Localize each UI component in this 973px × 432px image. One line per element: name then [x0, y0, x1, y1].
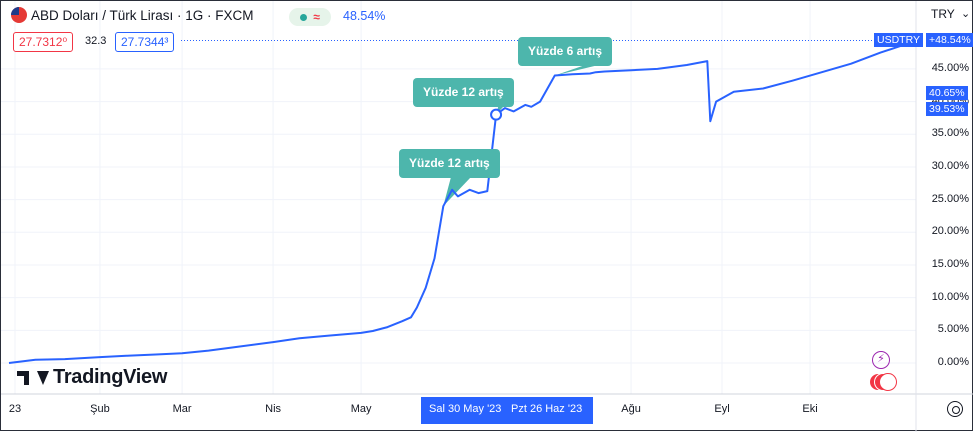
- x-tick-label: Mar: [172, 403, 192, 415]
- y-tick-label: 45.00%: [931, 61, 969, 74]
- buy-price-button[interactable]: 27.7344³: [115, 32, 175, 52]
- y-tick-label: 5.00%: [937, 323, 969, 336]
- last-value-tag: +48.54%: [926, 33, 973, 47]
- y-tick-label: 25.00%: [931, 192, 969, 205]
- marker-high-tag: 40.65%: [926, 86, 968, 100]
- tradingview-logo-icon: [17, 369, 49, 387]
- selection-start-label: Sal 30 May '23: [429, 403, 502, 415]
- tradingview-logo[interactable]: TradingView: [17, 366, 167, 389]
- y-tick-label: 0.00%: [937, 356, 969, 368]
- y-tick-label: 10.00%: [931, 290, 969, 303]
- symbol-title-text: ABD Doları / Türk Lirası · 1G · FXCM: [31, 7, 254, 23]
- grid: [1, 1, 916, 394]
- y-tick-label: 35.00%: [931, 127, 969, 140]
- callout-pointer: [443, 177, 471, 207]
- chevron-down-icon[interactable]: ⌄: [961, 8, 971, 20]
- x-tick-label: Ağu: [621, 403, 641, 415]
- x-tick-label: Nis: [265, 403, 282, 415]
- y-tick-label: 20.00%: [931, 225, 969, 238]
- price-line[interactable]: [8, 44, 902, 364]
- spread-value: 32.3: [85, 35, 107, 47]
- callout-label[interactable]: Yüzde 12 artış: [399, 149, 500, 178]
- annotation-anchor-point[interactable]: [490, 108, 503, 121]
- tradingview-logo-text: TradingView: [53, 366, 168, 388]
- settings-gear-icon[interactable]: [947, 401, 963, 417]
- selection-end-label: Pzt 26 Haz '23: [511, 403, 583, 415]
- marker-low-tag: 39.53%: [926, 102, 968, 116]
- x-tick-label: May: [350, 403, 372, 415]
- market-open-dot-icon: [300, 13, 308, 21]
- y-tick-label: 30.00%: [931, 159, 969, 172]
- sell-price-button[interactable]: 27.7312⁰: [13, 32, 74, 52]
- callout-pointer: [554, 63, 607, 76]
- x-tick-label: 23: [8, 403, 22, 415]
- x-tick-label: Eki: [802, 403, 818, 415]
- x-tick-label: Eyl: [714, 403, 730, 415]
- symbol-tag: USDTRY: [874, 33, 923, 47]
- callout-label[interactable]: Yüzde 6 artış: [518, 37, 613, 66]
- time-selection-highlight: [421, 397, 593, 424]
- change-percent: 48.54%: [343, 9, 386, 23]
- currency-selector[interactable]: TRY: [931, 7, 955, 21]
- wave-icon: ≈: [313, 10, 320, 24]
- lightning-icon[interactable]: ⚡: [872, 351, 890, 369]
- x-tick-label: Şub: [90, 403, 110, 415]
- currency-flags-icon[interactable]: [869, 373, 897, 391]
- flag-icon: [11, 7, 27, 23]
- market-status-pill[interactable]: ≈: [289, 8, 331, 26]
- callout-label[interactable]: Yüzde 12 artış: [413, 78, 514, 107]
- symbol-title[interactable]: ABD Doları / Türk Lirası · 1G · FXCM: [11, 7, 254, 23]
- y-tick-label: 15.00%: [931, 257, 969, 270]
